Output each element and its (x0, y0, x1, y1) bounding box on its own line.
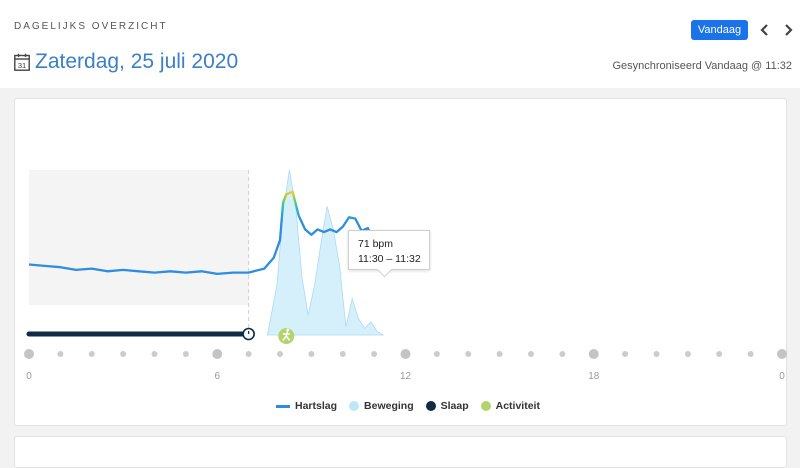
hour-dot (400, 349, 411, 359)
sync-status: Gesynchroniseerd Vandaag @ 11:32 (612, 60, 792, 72)
hour-dot (465, 351, 472, 357)
heart-rate-line (28, 190, 391, 276)
legend-label: Hartslag (295, 400, 338, 412)
hour-dot (622, 351, 629, 357)
movement-area (266, 169, 384, 336)
hour-dot (245, 351, 252, 357)
hour-dot (588, 349, 599, 359)
hour-dot (528, 351, 534, 357)
legend-label: Activiteit (495, 400, 540, 412)
hour-dot (57, 351, 64, 357)
legend-item-sleep[interactable]: Slaap (425, 400, 469, 412)
sleep-background (29, 170, 249, 305)
sleep-swatch (425, 401, 436, 411)
x-tick-label: 0 (26, 371, 32, 382)
x-tick-label: 18 (588, 371, 600, 382)
legend-item-movement[interactable]: Beweging (349, 400, 414, 412)
hour-dot (277, 351, 283, 357)
page-title: Zaterdag, 25 juli 2020 (35, 50, 239, 73)
legend-item-activity[interactable]: Activiteit (480, 400, 540, 412)
section-label: DAGELIJKS OVERZICHT (14, 21, 168, 32)
today-button[interactable]: Vandaag (691, 20, 748, 40)
hour-dot (339, 351, 346, 357)
tooltip-time: 11:30 – 11:32 (358, 253, 421, 265)
running-icon (282, 331, 291, 341)
hour-dot (182, 351, 189, 357)
calendar-day: 31 (18, 61, 26, 70)
legend: Hartslag Beweging Slaap Activiteit (276, 400, 552, 412)
hour-dot (777, 349, 787, 359)
date-row: 31 Zaterdag, 25 juli 2020 (14, 50, 238, 74)
x-tick-label: 12 (400, 371, 412, 382)
tooltip-value: 71 bpm (358, 238, 394, 250)
movement-swatch (349, 401, 360, 411)
daily-chart: 0 6 12 18 0 (24, 169, 787, 382)
hour-dot (151, 351, 158, 357)
x-tick-label: 6 (214, 371, 220, 382)
heart-rate-tooltip: 71 bpm 11:30 – 11:32 (348, 230, 430, 270)
activity-swatch (480, 401, 491, 411)
hour-dot (24, 349, 34, 359)
hour-dot (684, 351, 691, 357)
legend-label: Slaap (440, 400, 469, 412)
legend-item-heart-rate[interactable]: Hartslag (276, 400, 337, 412)
header: DAGELIJKS OVERZICHT 31 Zaterdag, 25 juli… (0, 0, 800, 88)
hour-dot (308, 351, 315, 357)
hour-dot (716, 351, 723, 357)
running-icon-head (286, 328, 290, 332)
hour-dot (120, 351, 127, 357)
chevron-left-icon[interactable] (756, 20, 774, 40)
heart-rate-swatch (276, 404, 290, 408)
hour-dot (371, 351, 378, 357)
hour-dot (88, 351, 95, 357)
legend-label: Beweging (364, 400, 414, 412)
hour-dot (496, 351, 503, 357)
calendar-icon: 31 (14, 53, 30, 71)
hour-dot (212, 349, 223, 359)
hour-dot (559, 351, 566, 357)
chevron-right-icon[interactable] (779, 20, 797, 40)
hour-dot (433, 351, 440, 357)
hour-dot (653, 351, 660, 357)
x-tick-label: 0 (779, 371, 785, 382)
hour-dot (747, 351, 754, 357)
